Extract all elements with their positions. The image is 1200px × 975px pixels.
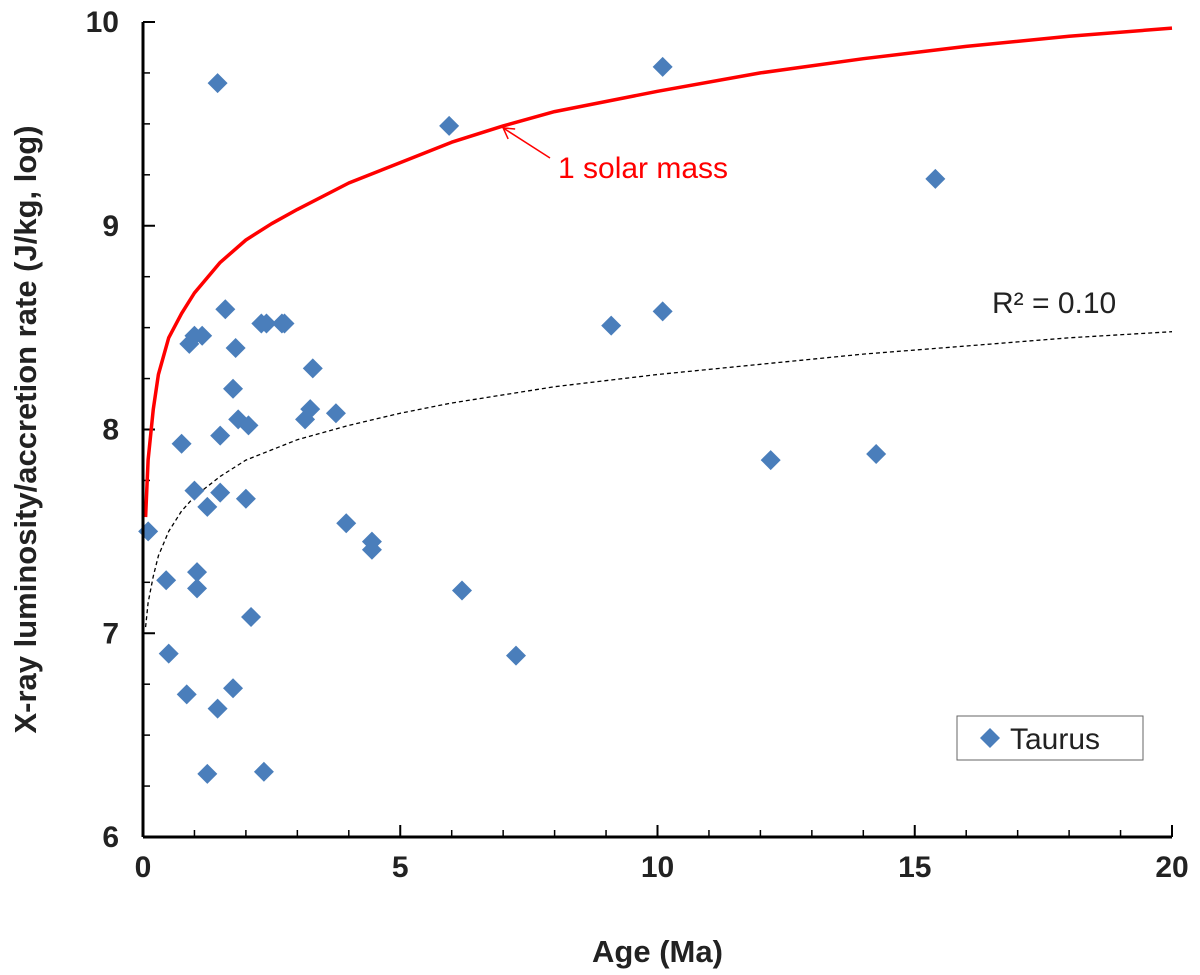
- data-point: [187, 578, 208, 599]
- y-tick-label: 10: [86, 6, 119, 39]
- data-point: [253, 761, 274, 782]
- data-point: [238, 415, 259, 436]
- data-point: [300, 399, 321, 420]
- data-point: [302, 358, 323, 379]
- data-point: [210, 425, 231, 446]
- x-tick-label: 0: [135, 851, 152, 884]
- data-point: [601, 315, 622, 336]
- data-point: [274, 313, 295, 334]
- data-point: [506, 645, 527, 666]
- data-point: [215, 299, 236, 320]
- x-tick-label: 5: [392, 851, 409, 884]
- legend-label-taurus: Taurus: [1010, 723, 1100, 756]
- y-tick-label: 9: [102, 210, 119, 243]
- r-squared-label: R² = 0.10: [992, 287, 1116, 320]
- data-point: [325, 403, 346, 424]
- data-point: [207, 73, 228, 94]
- solar-mass-annotation: 1 solar mass: [501, 127, 728, 185]
- x-tick-label: 15: [898, 851, 931, 884]
- y-tick-label: 8: [102, 414, 119, 447]
- solar-mass-curve: [143, 26, 1173, 518]
- solar-mass-label: 1 solar mass: [558, 152, 728, 185]
- legend-marker-taurus: [980, 728, 1000, 748]
- data-point: [176, 684, 197, 705]
- data-point: [223, 378, 244, 399]
- y-tick-label: 6: [102, 821, 119, 854]
- data-point: [451, 580, 472, 601]
- y-axis-title: X-ray luminosity/accretion rate (J/kg, l…: [8, 125, 43, 733]
- data-point: [361, 539, 382, 560]
- data-point: [197, 763, 218, 784]
- data-point: [760, 450, 781, 471]
- data-point: [439, 115, 460, 136]
- data-point: [207, 698, 228, 719]
- data-point: [256, 313, 277, 334]
- legend: Taurus: [956, 715, 1144, 761]
- data-point: [171, 433, 192, 454]
- data-point: [223, 678, 244, 699]
- data-point: [866, 443, 887, 464]
- data-point: [184, 480, 205, 501]
- data-point: [197, 496, 218, 517]
- y-tick-label: 7: [102, 617, 119, 650]
- solar-mass-arrow: [502, 127, 551, 159]
- data-point: [156, 570, 177, 591]
- x-tick-label: 10: [641, 851, 674, 884]
- data-point: [192, 325, 213, 346]
- data-point: [925, 168, 946, 189]
- data-point: [241, 606, 262, 627]
- data-point: [652, 56, 673, 77]
- data-point: [187, 562, 208, 583]
- trend-line: [144, 331, 1173, 628]
- tick-labels: 0 5 10 15 20 6 7 8 9 10: [86, 6, 1189, 884]
- tick-marks: [142, 21, 1173, 838]
- data-point: [225, 338, 246, 358]
- data-point: [158, 643, 179, 664]
- data-point: [336, 513, 357, 534]
- solar-mass-arrowhead: [501, 127, 516, 140]
- x-axis-title: Age (Ma): [592, 934, 723, 969]
- data-point: [235, 488, 256, 509]
- data-point: [210, 482, 231, 503]
- data-points: [138, 56, 946, 784]
- x-tick-label: 20: [1155, 851, 1188, 884]
- data-point: [652, 301, 673, 322]
- data-point: [138, 521, 159, 542]
- curves: [143, 26, 1173, 628]
